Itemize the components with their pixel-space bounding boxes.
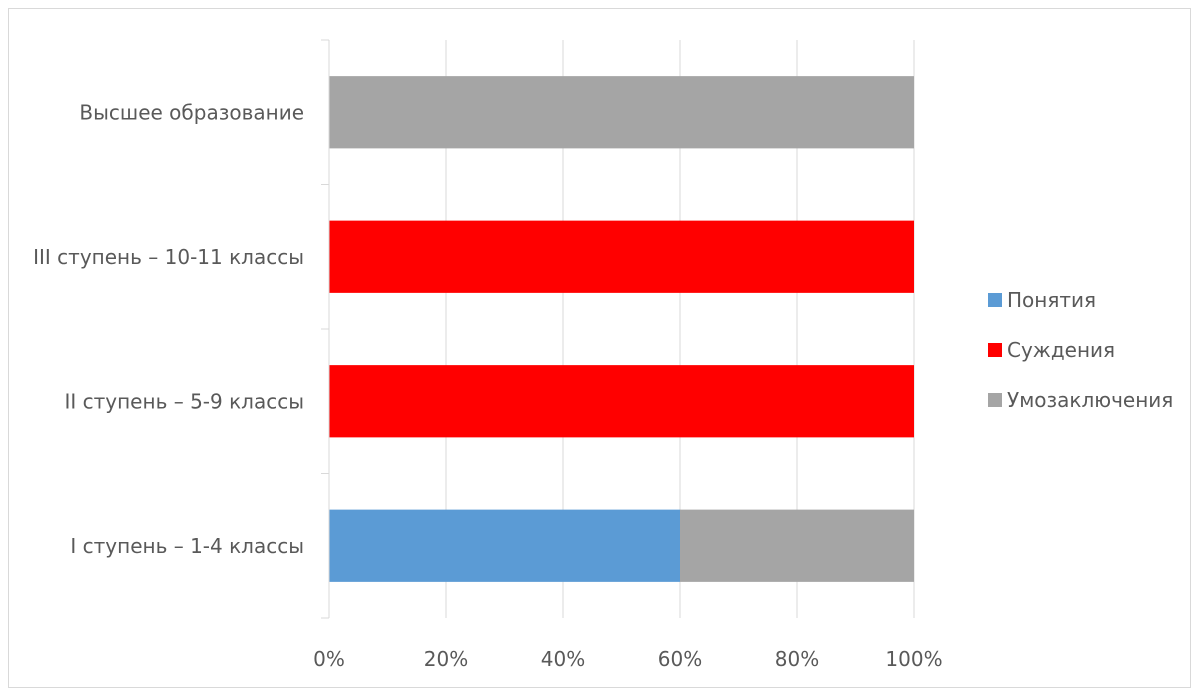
category-labels: I ступень – 1-4 классы II ступень – 5-9 к… [33, 100, 304, 558]
x-tick-label: 60% [658, 647, 702, 671]
bar-segment [329, 509, 680, 582]
x-tick-label: 100% [885, 647, 942, 671]
category-label: II ступень – 5-9 классы [64, 389, 304, 413]
legend-label: Суждения [1007, 338, 1115, 362]
x-tick-label: 0% [313, 647, 345, 671]
bar-segment [329, 220, 914, 293]
category-label: Высшее образование [79, 100, 304, 124]
bar-segment [329, 365, 914, 438]
legend-swatch [988, 293, 1002, 307]
x-tick-label: 80% [775, 647, 819, 671]
legend-swatch [988, 393, 1002, 407]
bar-segment [680, 509, 914, 582]
legend: Понятия Суждения Умозаключения [988, 288, 1173, 412]
bars [329, 76, 914, 582]
y-axis [321, 39, 330, 619]
legend-label: Понятия [1007, 288, 1096, 312]
legend-swatch [988, 343, 1002, 357]
bar-segment [329, 76, 914, 149]
x-tick-labels: 0% 20% 40% 60% 80% 100% [313, 647, 942, 671]
x-tick-label: 40% [541, 647, 585, 671]
category-label: I ступень – 1-4 классы [70, 534, 304, 558]
legend-label: Умозаключения [1007, 388, 1173, 412]
category-label: III ступень – 10-11 классы [33, 245, 304, 269]
x-tick-label: 20% [424, 647, 468, 671]
